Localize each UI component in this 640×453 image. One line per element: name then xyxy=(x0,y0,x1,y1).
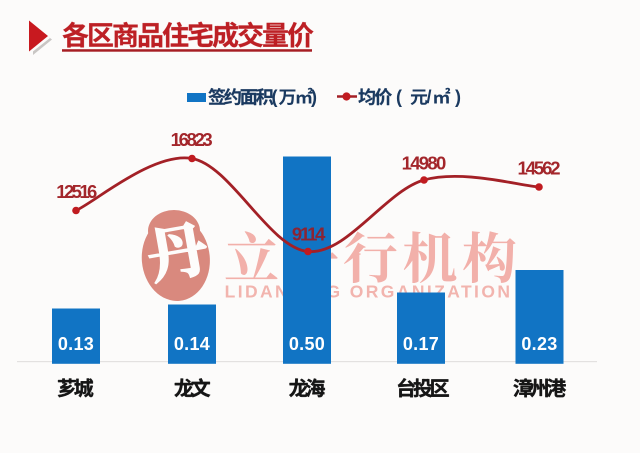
svg-text:LIDANXING ORGANIZATION: LIDANXING ORGANIZATION xyxy=(225,282,513,302)
svg-text:14980: 14980 xyxy=(402,153,446,174)
svg-text:(: ( xyxy=(396,87,402,107)
svg-text:0.13: 0.13 xyxy=(58,334,94,354)
svg-text:0.23: 0.23 xyxy=(521,334,557,354)
svg-text:0.17: 0.17 xyxy=(403,334,439,354)
svg-text:0.50: 0.50 xyxy=(289,334,325,354)
svg-text:(: ( xyxy=(272,87,278,107)
svg-text:14562: 14562 xyxy=(518,157,561,178)
svg-text:0.14: 0.14 xyxy=(174,334,210,354)
svg-text:/: / xyxy=(427,87,432,107)
svg-text:): ) xyxy=(311,87,317,107)
svg-text:12516: 12516 xyxy=(56,181,97,202)
svg-text:16823: 16823 xyxy=(171,129,213,150)
svg-text:): ) xyxy=(455,87,461,107)
svg-text:9114: 9114 xyxy=(292,224,326,245)
